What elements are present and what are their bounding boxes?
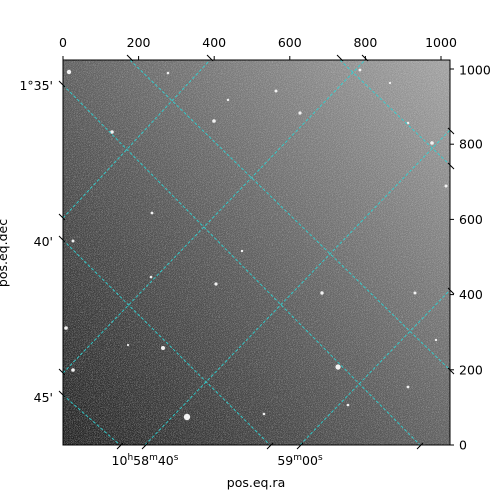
star (346, 403, 350, 407)
star (66, 69, 72, 75)
right-tick-label: 200 (459, 362, 483, 377)
right-tick-label: 800 (459, 137, 483, 152)
axis-tick (126, 54, 134, 62)
star (71, 368, 75, 372)
y-axis-title: pos.eq.dec (0, 219, 10, 287)
right-axis: 0 200 400 600 800 1000 (459, 63, 491, 453)
right-tick-label: 600 (459, 212, 483, 227)
star (149, 275, 153, 279)
top-tick-label: 600 (278, 35, 302, 50)
star (413, 291, 417, 295)
sky-image (63, 60, 450, 445)
grid-line (63, 394, 121, 445)
grid-line (63, 60, 211, 219)
star (444, 184, 448, 188)
star (212, 119, 216, 123)
grid-line (129, 60, 450, 371)
star (214, 282, 218, 286)
plot-frame (62, 59, 451, 446)
axis-tick (58, 213, 66, 221)
star (358, 68, 362, 72)
star (183, 413, 191, 421)
star (406, 385, 410, 389)
right-tick-label: 1000 (459, 63, 491, 78)
grid-line (63, 60, 366, 374)
axis-tick (58, 80, 66, 88)
left-tick-label: 45' (34, 390, 53, 405)
star (434, 338, 438, 342)
axis-tick (361, 54, 369, 62)
star (262, 412, 266, 416)
bottom-tick-label: 10h58m40s (112, 453, 179, 468)
star (430, 141, 434, 145)
star (150, 211, 154, 215)
coordinate-grid (63, 60, 450, 445)
top-tick-label: 400 (202, 35, 226, 50)
image-panel (62, 59, 451, 446)
right-tick-label: 400 (459, 287, 483, 302)
star (166, 71, 170, 75)
axis-tick (296, 442, 304, 450)
star (274, 89, 278, 93)
axis-tick (206, 54, 214, 62)
star (126, 343, 130, 347)
bottom-tick-label: 59m00s (277, 453, 323, 468)
star (240, 249, 244, 253)
axis-tick (447, 127, 455, 135)
star (298, 111, 302, 115)
axis-tick (266, 442, 274, 450)
star (161, 346, 165, 350)
axis-tick (58, 390, 66, 398)
star (64, 326, 68, 330)
axis-ticks (58, 54, 455, 450)
axis-tick (58, 235, 66, 243)
grid-line (299, 289, 450, 445)
left-tick-label: 40' (34, 234, 53, 249)
axis-tick (447, 162, 455, 170)
axis-tick (58, 368, 66, 376)
grid-line (339, 60, 450, 166)
axis-tick (416, 442, 424, 450)
axis-tick (141, 442, 149, 450)
left-tick-label: 1°35' (19, 78, 53, 93)
top-tick-label: 1000 (425, 35, 457, 50)
axis-tick (447, 287, 455, 295)
grid-line (63, 84, 421, 445)
axis-tick (447, 367, 455, 375)
axis-tick (336, 54, 344, 62)
right-tick-label: 0 (459, 438, 467, 453)
bottom-axis: 10h58m40s 59m00s (112, 453, 323, 468)
grid-line (63, 239, 271, 445)
top-tick-label: 200 (127, 35, 151, 50)
star (71, 239, 75, 243)
top-tick-label: 0 (59, 35, 67, 50)
axis-tick (116, 442, 124, 450)
star (335, 364, 341, 370)
top-axis: 0 200 400 600 800 1000 (59, 35, 457, 50)
star (320, 291, 324, 295)
x-axis-title: pos.eq.ra (227, 475, 285, 490)
top-tick-label: 800 (353, 35, 377, 50)
star (388, 81, 392, 85)
grid-line (144, 129, 450, 445)
left-axis: 1°35' 40' 45' (19, 78, 53, 405)
star (226, 98, 230, 102)
